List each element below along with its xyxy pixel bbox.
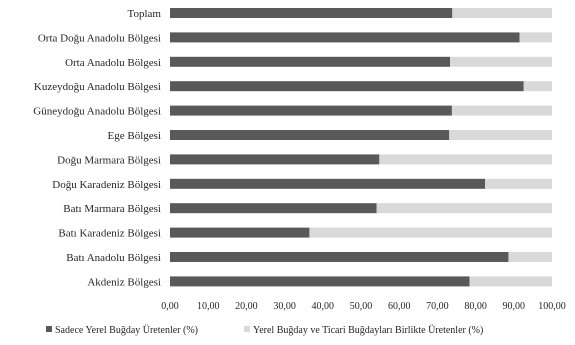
category-labels: Toplam Orta Doğu Anadolu Bölgesi Orta Anad… [33, 8, 161, 288]
x-tick-label: 40,00 [312, 301, 335, 312]
bar-local-and-commercial [485, 178, 552, 189]
x-tick-label: 10,00 [197, 301, 220, 312]
bar-local-only [170, 154, 380, 165]
category-label: Batı Anadolu Bölgesi [66, 252, 161, 264]
x-tick-label: 0,00 [161, 301, 179, 312]
bar-local-only [170, 32, 520, 43]
x-tick-label: 60,00 [388, 301, 411, 312]
bar-local-only [170, 56, 451, 67]
legend: Sadece Yerel Buğday Üretenler (%) Yerel B… [46, 324, 483, 336]
category-label: Batı Karadeniz Bölgesi [58, 228, 161, 240]
bar-local-and-commercial [450, 56, 552, 67]
bar-local-and-commercial [309, 227, 552, 238]
x-tick-label: 80,00 [464, 301, 487, 312]
bar-local-and-commercial [379, 154, 552, 165]
legend-label: Sadece Yerel Buğday Üretenler (%) [55, 324, 198, 336]
bar-local-and-commercial [523, 81, 552, 92]
bar-local-only [170, 178, 486, 189]
bar-local-only [170, 276, 470, 287]
x-tick-label: 30,00 [273, 301, 296, 312]
legend-swatch [244, 326, 250, 332]
bar-local-only [170, 105, 452, 116]
category-label: Doğu Marmara Bölgesi [57, 154, 161, 166]
bars-group [170, 8, 552, 287]
category-label: Ege Bölgesi [108, 130, 161, 142]
category-label: Batı Marmara Bölgesi [63, 203, 161, 215]
category-label: Güneydoğu Anadolu Bölgesi [33, 106, 161, 118]
bar-local-and-commercial [452, 8, 552, 18]
bar-local-only [170, 81, 524, 92]
bar-local-and-commercial [469, 276, 552, 287]
category-label: Orta Anadolu Bölgesi [65, 57, 161, 69]
category-label: Akdeniz Bölgesi [87, 276, 161, 288]
x-tick-label: 20,00 [235, 301, 258, 312]
category-label: Toplam [128, 8, 162, 20]
bar-local-only [170, 130, 450, 140]
x-tick-label: 90,00 [503, 301, 526, 312]
bar-local-and-commercial [451, 105, 552, 116]
bar-local-and-commercial [519, 32, 552, 43]
legend-swatch [46, 326, 52, 332]
x-tick-label: 70,00 [426, 301, 449, 312]
x-tick-label: 50,00 [350, 301, 373, 312]
bar-local-only [170, 8, 453, 18]
x-tick-label: 100,00 [538, 301, 566, 312]
bar-local-and-commercial [508, 252, 552, 262]
bar-local-only [170, 252, 509, 262]
category-label: Orta Doğu Anadolu Bölgesi [38, 32, 161, 44]
bar-local-only [170, 203, 377, 214]
category-label: Doğu Karadeniz Bölgesi [52, 179, 161, 191]
legend-label: Yerel Buğday ve Ticari Buğdayları Birlik… [253, 324, 483, 336]
bar-local-and-commercial [449, 130, 552, 140]
bar-local-only [170, 227, 310, 238]
x-axis-ticks: 0,00 10,00 20,00 30,00 40,00 50,00 60,00 70,00 8… [161, 301, 566, 312]
bar-local-and-commercial [376, 203, 552, 214]
category-label: Kuzeydoğu Anadolu Bölgesi [34, 81, 161, 93]
